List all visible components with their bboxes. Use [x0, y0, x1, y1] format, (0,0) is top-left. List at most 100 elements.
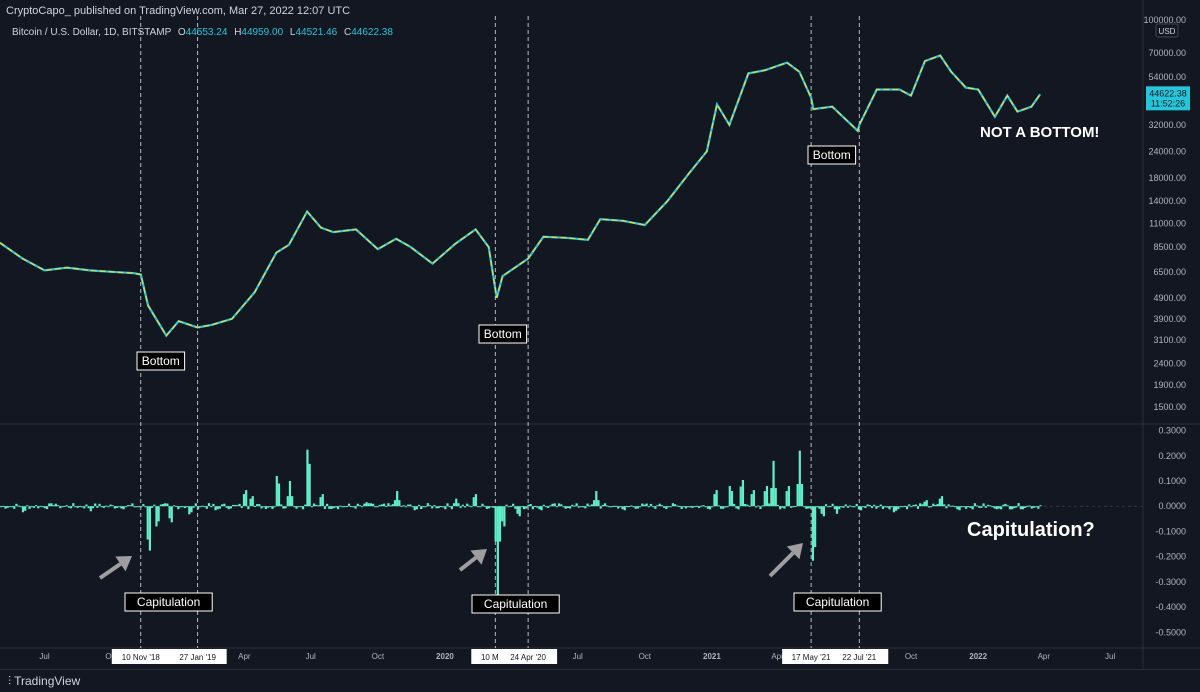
histogram-bar [422, 506, 425, 508]
histogram-bar [636, 506, 639, 509]
histogram-bar [297, 506, 300, 508]
histogram-bar [28, 506, 31, 509]
time-tick-label: 2022 [969, 652, 987, 661]
histogram-bar [30, 506, 33, 508]
histogram-bar [715, 490, 718, 507]
histogram-bar [308, 463, 311, 507]
histogram-bar [925, 500, 928, 507]
histogram-bar [494, 506, 497, 542]
histogram-bar [411, 506, 414, 508]
histogram-bar [258, 504, 261, 507]
histogram-bar [943, 504, 946, 507]
histogram-bar [457, 503, 460, 507]
histogram-bar [199, 506, 202, 508]
histogram-bar [8, 506, 11, 508]
histogram-bar [148, 506, 152, 551]
histogram-bar [726, 506, 729, 508]
histogram-bar [866, 504, 869, 507]
histogram-bar [350, 506, 353, 508]
histogram-bar [133, 506, 136, 508]
histogram-bar [286, 496, 289, 507]
tradingview-logo[interactable]: ⫶ TradingView [8, 674, 81, 688]
price-tick-label: 4900.00 [1153, 293, 1186, 303]
histogram-bar [689, 506, 692, 508]
histogram-bar [203, 506, 206, 508]
histogram-bar [905, 506, 909, 510]
histogram-bar [857, 506, 860, 510]
histogram-bar [890, 506, 893, 508]
histogram-bar [789, 506, 793, 508]
histogram-bar [323, 506, 327, 509]
histogram-bar [50, 503, 53, 507]
histogram-bar [739, 486, 742, 507]
histogram-bar [1019, 506, 1022, 510]
histogram-bar [958, 506, 961, 511]
histogram-bar [774, 488, 777, 507]
histogram-bar [83, 506, 86, 509]
histogram-bar [452, 503, 456, 507]
histogram-bar [15, 503, 18, 507]
histogram-bar [733, 503, 736, 507]
histogram-bar [737, 506, 740, 510]
capitulation-label: Capitulation [484, 597, 547, 611]
histogram-bar [818, 506, 821, 509]
currency-label: USD [1159, 27, 1176, 36]
histogram-bar [873, 504, 876, 507]
histogram-bar [787, 486, 790, 507]
publisher-header: CryptoCapo_ published on TradingView.com… [6, 5, 351, 17]
histogram-bar [838, 506, 841, 510]
histogram-bar [382, 503, 386, 507]
histogram-bar [315, 504, 318, 507]
histogram-bar [730, 491, 734, 507]
symbol-legend: Bitcoin / U.S. Dollar, 1D, BITSTAMP O445… [12, 27, 393, 38]
histogram-bar [391, 504, 394, 507]
histogram-bar [894, 506, 898, 511]
histogram-bar [700, 505, 703, 507]
histogram-bar [212, 503, 215, 507]
histogram-bar [170, 506, 173, 523]
histogram-bar [606, 505, 609, 507]
date-highlight-label: 17 May '21 [792, 653, 831, 662]
histogram-bar [842, 506, 845, 508]
histogram-bar [336, 506, 340, 510]
histogram-bar [1017, 503, 1020, 507]
histogram-bar [619, 506, 622, 508]
histogram-bar [39, 505, 42, 507]
histogram-bar [361, 506, 364, 508]
histogram-bar [824, 504, 828, 507]
histogram-bar [87, 506, 90, 509]
histogram-bar [956, 506, 959, 510]
low-label: L [289, 27, 296, 38]
price-tick-label: 24000.00 [1148, 146, 1186, 156]
histogram-bar [380, 504, 383, 507]
histogram-bar [744, 504, 747, 507]
histogram-bar [4, 506, 7, 509]
symbol-name[interactable]: Bitcoin / U.S. Dollar, 1D, BITSTAMP [12, 27, 172, 38]
histogram-bar [330, 506, 333, 509]
histogram-bar [402, 505, 405, 507]
histogram-bar [238, 503, 241, 507]
osc-tick-label: 0.2000 [1158, 451, 1186, 461]
histogram-bar [115, 506, 119, 508]
histogram-bar [249, 498, 252, 507]
histogram-bar [892, 506, 896, 513]
histogram-bar [560, 504, 563, 507]
histogram-bar [632, 506, 635, 508]
histogram-bar [816, 506, 819, 508]
histogram-bar [540, 506, 543, 511]
histogram-bar [157, 506, 160, 522]
histogram-bar [70, 506, 73, 509]
histogram-bar [444, 506, 447, 510]
histogram-bar [120, 506, 123, 509]
histogram-bar [102, 506, 106, 508]
histogram-bar [512, 503, 515, 507]
histogram-bar [641, 503, 644, 507]
histogram-bar [155, 506, 158, 527]
histogram-bar [625, 506, 629, 508]
histogram-bar [888, 506, 891, 510]
histogram-bar [247, 506, 250, 510]
histogram-bar [665, 506, 668, 510]
histogram-bar [89, 506, 92, 512]
histogram-bar [564, 506, 567, 509]
